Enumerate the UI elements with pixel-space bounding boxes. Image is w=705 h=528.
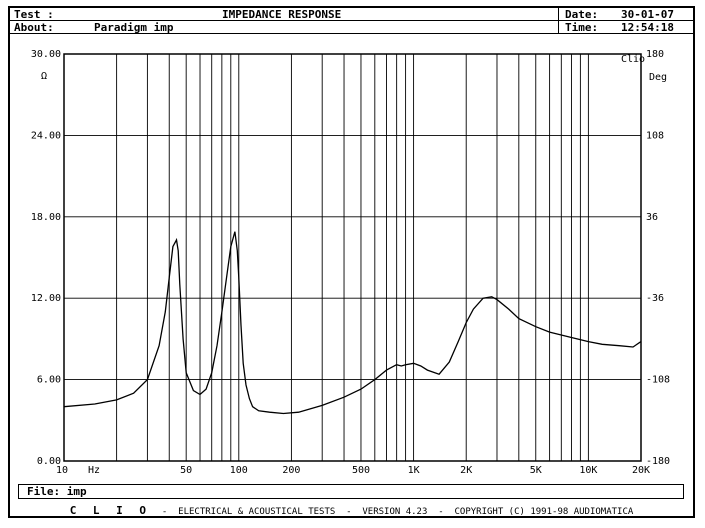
header: Test : IMPEDANCE RESPONSE Date: 30-01-07… <box>10 8 693 34</box>
y-tick-label: 18.00 <box>31 212 61 223</box>
date-label: Date: <box>565 8 599 21</box>
y2-tick-label: 180 <box>646 49 664 60</box>
file-line: File: imp <box>18 484 684 499</box>
x-tick-label: 200 <box>282 465 300 476</box>
axis-labels: 0.00 6.00 12.00 18.00 24.00 30.00 -180 -108 -36 3… <box>31 49 670 476</box>
x-tick-label: 5K <box>530 465 542 476</box>
test-label: Test : <box>14 8 54 21</box>
right-unit-label: Deg <box>649 72 667 83</box>
x-tick-label: 10 <box>56 465 68 476</box>
x-tick-label: 100 <box>230 465 248 476</box>
footer: C L I O - ELECTRICAL & ACOUSTICAL TESTS … <box>8 503 695 518</box>
y2-tick-label: -108 <box>646 375 670 386</box>
x-tick-label: 10K <box>579 465 597 476</box>
x-tick-label: 20K <box>632 465 650 476</box>
about-label: About: <box>14 21 54 34</box>
x-tick-label: 2K <box>460 465 472 476</box>
time-value: 12:54:18 <box>621 21 674 34</box>
y2-tick-label: -180 <box>646 456 670 467</box>
y2-tick-label: -36 <box>646 293 664 304</box>
impedance-curve <box>63 231 642 415</box>
date-value: 30-01-07 <box>621 8 674 21</box>
chart-frame <box>8 6 695 518</box>
left-unit-label: Ω <box>41 71 47 82</box>
about-value: Paradigm imp <box>94 21 174 34</box>
grid <box>64 54 641 461</box>
x-tick-label: 500 <box>352 465 370 476</box>
plot-area <box>63 53 642 462</box>
y2-tick-label: 36 <box>646 212 658 223</box>
y-tick-label: 0.00 <box>37 456 61 467</box>
y-tick-label: 30.00 <box>31 49 61 60</box>
header-divider-mid <box>10 20 693 21</box>
y-tick-label: 24.00 <box>31 130 61 141</box>
header-divider-right <box>558 8 559 34</box>
y-tick-label: 12.00 <box>31 293 61 304</box>
clio-badge: Clio <box>621 54 645 65</box>
x-unit-label: Hz <box>88 465 100 476</box>
time-label: Time: <box>565 21 599 34</box>
page-title: IMPEDANCE RESPONSE <box>222 8 342 21</box>
y-tick-label: 6.00 <box>37 375 61 386</box>
x-tick-label: 50 <box>180 465 192 476</box>
x-tick-label: 1K <box>408 465 420 476</box>
footer-clio-logo: C L I O <box>69 504 152 517</box>
header-divider-bottom <box>10 33 693 34</box>
y2-tick-label: 108 <box>646 130 664 141</box>
footer-text: - ELECTRICAL & ACOUSTICAL TESTS - VERSIO… <box>161 507 634 517</box>
